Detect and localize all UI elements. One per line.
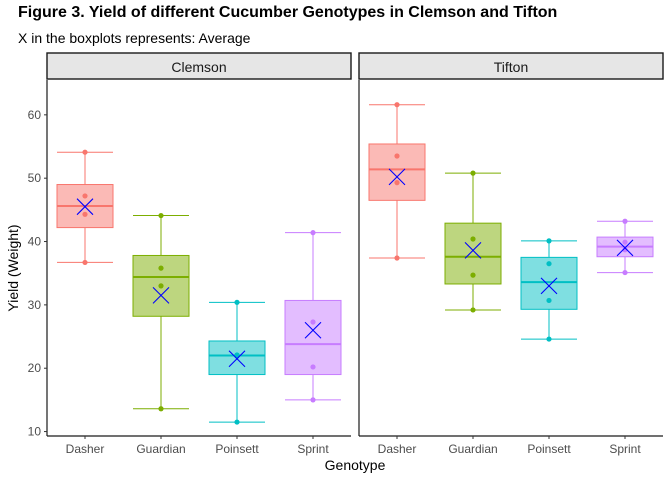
data-point [394, 102, 400, 108]
y-tick-label: 10 [28, 425, 42, 439]
box-sprint [284, 230, 342, 403]
data-point [622, 269, 628, 276]
data-point [394, 255, 400, 261]
data-point [82, 211, 88, 217]
x-tick-label: Dasher [378, 442, 417, 456]
data-point [310, 230, 316, 236]
data-point [158, 212, 164, 219]
y-tick-label: 50 [28, 171, 42, 185]
mean-marker-stroke [304, 321, 322, 339]
data-point [622, 218, 628, 224]
data-point [310, 319, 316, 325]
facet-panel-clemson: Clemson Dasher Guardian Poinsett Sprint [46, 52, 352, 456]
data-point [394, 153, 400, 159]
x-tick-label: Sprint [609, 442, 641, 456]
data-point [470, 307, 476, 313]
data-point [234, 419, 240, 425]
x-tick-label: Poinsett [215, 442, 259, 456]
y-tick-label: 20 [28, 361, 42, 375]
data-point [546, 261, 552, 267]
data-point [470, 170, 476, 176]
x-axis-title: Genotype [325, 457, 386, 473]
mean-marker-stroke [616, 239, 634, 257]
data-point [158, 265, 164, 271]
box-guardian [132, 212, 190, 412]
data-point [546, 297, 552, 304]
mean-marker-stroke [152, 286, 170, 304]
y-tick-label: 40 [28, 235, 42, 249]
facet-strip [358, 52, 664, 80]
data-point [310, 364, 316, 370]
x-tick-label: Guardian [448, 442, 497, 456]
data-point [234, 299, 240, 305]
box-dasher [56, 149, 114, 266]
box-guardian [444, 170, 502, 313]
box-poinsett [208, 299, 266, 425]
mean-marker-stroke [228, 350, 246, 368]
x-tick-label: Guardian [136, 442, 185, 456]
data-point [470, 272, 476, 278]
data-point [158, 406, 164, 412]
chart-title: Figure 3. Yield of different Cucumber Ge… [18, 4, 558, 21]
data-point [82, 193, 88, 199]
data-point [470, 236, 476, 242]
data-point [546, 238, 552, 244]
data-point [158, 283, 164, 289]
box-iqr [368, 143, 426, 201]
y-axis: 10 20 30 40 50 60 [28, 108, 47, 439]
y-tick-label: 60 [28, 108, 42, 122]
data-point [394, 180, 400, 186]
x-tick-label: Dasher [66, 442, 105, 456]
x-tick-label: Sprint [297, 442, 329, 456]
facet-strip-label: Clemson [171, 59, 226, 75]
box-sprint [596, 218, 654, 276]
mean-marker-stroke [76, 198, 94, 216]
facet-panel-tifton: Tifton Dasher Guardian Poinsett Sprint [358, 52, 664, 456]
facet-strip [46, 52, 352, 80]
chart-subtitle: X in the boxplots represents: Average [18, 30, 251, 46]
box-iqr [284, 299, 342, 376]
mean-marker-stroke [388, 168, 406, 186]
box-poinsett [520, 238, 578, 342]
data-point [546, 336, 552, 342]
data-point [82, 259, 88, 266]
x-tick-label: Poinsett [527, 442, 571, 456]
facet-strip-label: Tifton [494, 59, 529, 75]
mean-marker-stroke [464, 242, 482, 259]
data-point [82, 149, 88, 155]
box-dasher [368, 102, 426, 261]
data-point [310, 397, 316, 403]
y-tick-label: 30 [28, 298, 42, 312]
data-point [622, 239, 628, 245]
mean-marker-stroke [540, 277, 558, 295]
y-axis-title: Yield (Weight) [5, 224, 21, 311]
